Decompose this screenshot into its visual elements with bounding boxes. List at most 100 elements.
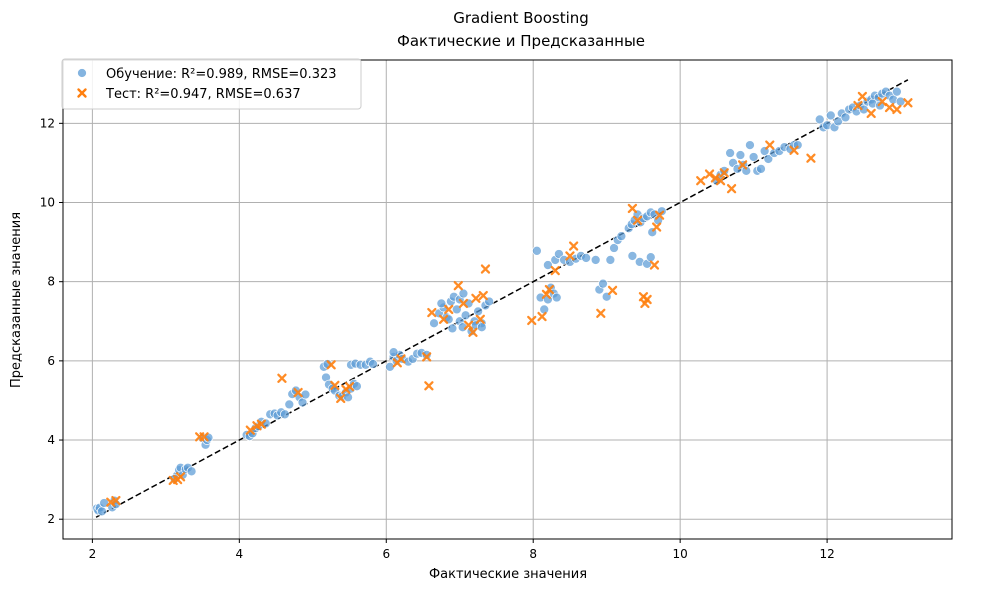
train-point [745,140,755,150]
test-point [471,293,481,303]
train-point [388,347,399,358]
train-point [476,322,487,333]
test-point [550,265,560,276]
legend-marker-train [77,68,87,78]
legend-label-test: Тест: R²=0.947, RMSE=0.637 [105,87,301,102]
test-point [877,96,887,107]
train-point [436,298,447,309]
test-point [632,215,643,225]
x-tick-label: 2 [89,547,97,561]
legend-marker-test [77,88,87,98]
test-point [199,432,209,442]
train-point [833,116,843,127]
test-point [789,145,799,155]
test-point [715,176,726,186]
train-point [605,255,616,265]
test-point [737,160,748,170]
train-point [421,350,432,360]
test-point [565,251,575,261]
train-point [756,164,766,174]
test-point [422,352,432,362]
x-axis-label: Фактические значения [429,567,587,582]
test-series [106,91,913,507]
test-point [480,264,491,274]
test-point [853,100,863,111]
train-point [598,278,608,289]
train-point [284,399,295,410]
test-point [654,210,665,220]
test-point [806,153,816,163]
test-point [541,289,552,300]
test-point [293,387,303,398]
test-point [326,360,336,370]
test-point [726,184,737,194]
test-point [568,241,579,251]
test-point [596,308,606,319]
train-point [458,288,469,299]
test-point [453,280,463,291]
train-point [473,306,483,317]
test-point [537,311,547,322]
test-point [463,320,474,330]
legend-box [61,58,362,110]
legend: Обучение: R²=0.989, RMSE=0.323 Тест: R²=… [61,58,362,110]
train-point [892,86,902,97]
y-tick-label: 8 [47,275,55,289]
y-tick-label: 6 [47,354,55,368]
test-point [478,290,488,301]
test-point [710,173,721,183]
test-point [336,393,346,404]
test-point [245,425,256,435]
test-point [444,304,454,315]
test-point [344,381,355,392]
train-point [735,150,746,160]
train-point [840,112,851,123]
y-tick-label: 10 [40,196,55,210]
train-point [447,323,458,334]
test-point [642,294,652,305]
test-point [765,140,775,150]
test-point [175,472,186,482]
test-point [396,354,406,364]
test-point [651,222,662,232]
train-point [645,252,656,262]
train-point [741,165,752,176]
train-point [460,310,471,321]
test-point [903,98,913,108]
train-point [609,243,619,253]
y-tick-label: 4 [47,433,55,447]
train-point [875,100,885,111]
y-tick-label: 12 [40,116,55,130]
test-point [111,495,121,506]
test-point [884,102,895,113]
train-point [725,148,735,158]
plot-frame [62,59,953,540]
test-point [256,419,267,429]
legend-label-train: Обучение: R²=0.989, RMSE=0.323 [106,67,337,82]
test-point [544,284,555,295]
test-point [468,327,478,338]
test-point [427,307,437,318]
train-point [280,409,290,420]
train-point [748,152,759,162]
train-point [627,251,638,261]
train-point [616,231,627,242]
test-point [892,104,902,115]
y-tick-label: 2 [47,512,55,526]
train-point [539,304,550,315]
test-point [866,108,876,119]
test-point [696,176,706,186]
y-axis-label: Предсказанные значения [9,212,24,388]
test-point [458,298,469,309]
test-point [719,168,729,178]
test-point [704,169,715,179]
train-point [814,114,825,125]
train-point [581,253,591,263]
axis-ticks: 2 4 6 8 10 12 2 4 6 8 10 12 [40,116,835,561]
train-point [719,165,730,176]
test-point [627,203,638,214]
train-point [300,389,311,400]
test-point [527,315,537,326]
train-point [368,359,378,369]
